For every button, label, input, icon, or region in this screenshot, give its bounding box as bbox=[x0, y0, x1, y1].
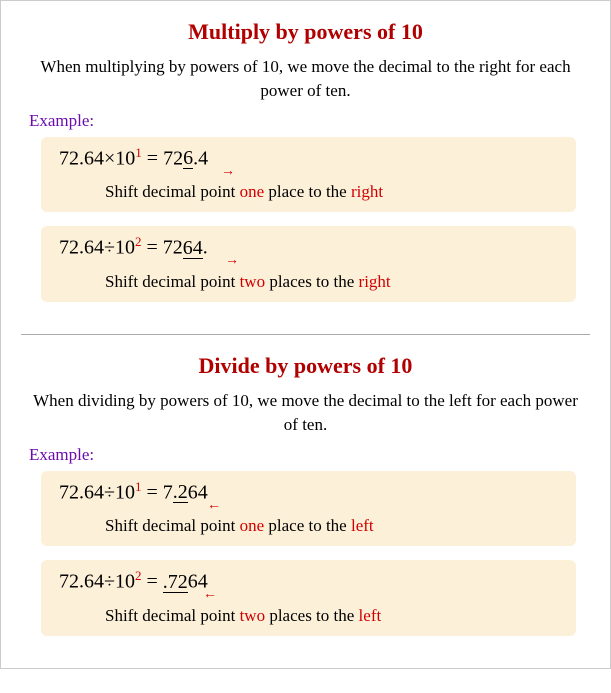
eq-op: ÷ bbox=[104, 571, 115, 593]
eq-ten: 10 bbox=[115, 481, 135, 503]
equation: 72.64÷101 = 7.264 ← bbox=[59, 479, 562, 505]
eq-op: ÷ bbox=[104, 237, 115, 259]
arrow-icon: → bbox=[221, 165, 235, 179]
equation: 72.64÷102 = .7264 ← bbox=[59, 568, 562, 594]
eq-res-pre: 72 bbox=[163, 237, 183, 259]
infographic-container: Multiply by powers of 10 When multiplyin… bbox=[0, 0, 611, 669]
shift-text: Shift decimal point two places to the ri… bbox=[105, 272, 562, 292]
eq-base: 72.64 bbox=[59, 237, 104, 259]
divide-example-1: 72.64÷101 = 7.264 ← Shift decimal point … bbox=[41, 471, 576, 547]
shift-mid: places to the bbox=[265, 272, 358, 291]
eq-op: × bbox=[104, 147, 115, 169]
eq-res-under: 64 bbox=[183, 239, 203, 259]
multiply-example-2: 72.64÷102 = 7264. → Shift decimal point … bbox=[41, 226, 576, 302]
arrow-icon: ← bbox=[207, 499, 221, 513]
shift-count: two bbox=[240, 606, 266, 625]
shift-text: Shift decimal point two places to the le… bbox=[105, 606, 562, 626]
divide-section: Divide by powers of 10 When dividing by … bbox=[1, 335, 610, 668]
shift-pre: Shift decimal point bbox=[105, 272, 240, 291]
shift-dir: right bbox=[359, 272, 391, 291]
shift-mid: place to the bbox=[264, 516, 351, 535]
example-label: Example: bbox=[29, 445, 590, 465]
divide-title: Divide by powers of 10 bbox=[21, 353, 590, 379]
shift-mid: places to the bbox=[265, 606, 358, 625]
eq-base: 72.64 bbox=[59, 481, 104, 503]
eq-res-pre: 72 bbox=[163, 147, 183, 169]
equation: 72.64÷102 = 7264. → bbox=[59, 234, 562, 260]
eq-res-under: .72 bbox=[163, 573, 188, 593]
shift-dir: right bbox=[351, 182, 383, 201]
eq-eq: = bbox=[141, 481, 162, 503]
shift-count: two bbox=[240, 272, 266, 291]
divide-body: When dividing by powers of 10, we move t… bbox=[31, 389, 580, 437]
eq-ten: 10 bbox=[115, 147, 135, 169]
multiply-section: Multiply by powers of 10 When multiplyin… bbox=[1, 1, 610, 334]
shift-text: Shift decimal point one place to the rig… bbox=[105, 182, 562, 202]
eq-res-post: . bbox=[203, 237, 208, 259]
eq-eq: = bbox=[142, 147, 163, 169]
eq-res-pre: 7 bbox=[163, 481, 173, 503]
eq-ten: 10 bbox=[115, 237, 135, 259]
eq-res-under: 6 bbox=[183, 149, 193, 169]
eq-op: ÷ bbox=[104, 481, 115, 503]
eq-eq: = bbox=[141, 571, 162, 593]
eq-eq: = bbox=[141, 237, 162, 259]
shift-dir: left bbox=[359, 606, 382, 625]
eq-res-under: .2 bbox=[173, 483, 188, 503]
eq-ten: 10 bbox=[115, 571, 135, 593]
example-label: Example: bbox=[29, 111, 590, 131]
multiply-body: When multiplying by powers of 10, we mov… bbox=[31, 55, 580, 103]
arrow-icon: → bbox=[225, 254, 239, 268]
shift-pre: Shift decimal point bbox=[105, 182, 240, 201]
multiply-example-1: 72.64×101 = 726.4 → Shift decimal point … bbox=[41, 137, 576, 213]
shift-dir: left bbox=[351, 516, 374, 535]
shift-pre: Shift decimal point bbox=[105, 516, 240, 535]
eq-base: 72.64 bbox=[59, 147, 104, 169]
eq-res-post: .4 bbox=[193, 147, 208, 169]
divide-example-2: 72.64÷102 = .7264 ← Shift decimal point … bbox=[41, 560, 576, 636]
eq-res-post: 64 bbox=[188, 481, 208, 503]
shift-text: Shift decimal point one place to the lef… bbox=[105, 516, 562, 536]
eq-base: 72.64 bbox=[59, 571, 104, 593]
multiply-title: Multiply by powers of 10 bbox=[21, 19, 590, 45]
shift-count: one bbox=[240, 516, 265, 535]
equation: 72.64×101 = 726.4 → bbox=[59, 145, 562, 171]
shift-mid: place to the bbox=[264, 182, 351, 201]
shift-count: one bbox=[240, 182, 265, 201]
shift-pre: Shift decimal point bbox=[105, 606, 240, 625]
arrow-icon: ← bbox=[203, 588, 217, 602]
